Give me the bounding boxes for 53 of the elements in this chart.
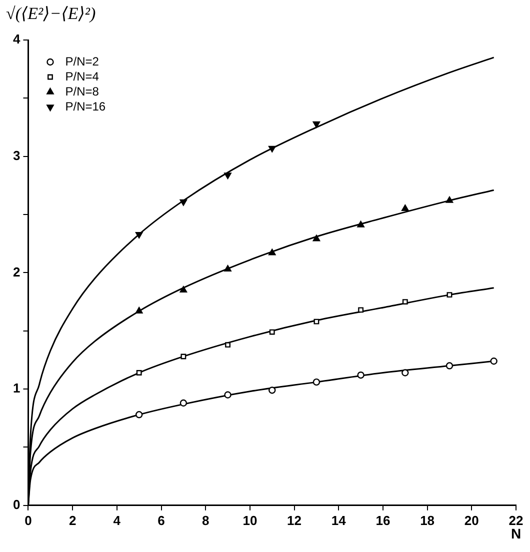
point xyxy=(269,329,275,335)
y-axis-title: √(⟨E²⟩−⟨E⟩²) xyxy=(6,4,96,23)
y-tick-label: 0 xyxy=(12,496,20,512)
y-tick-label: 3 xyxy=(12,148,20,163)
x-tick-label: 2 xyxy=(68,512,76,528)
point xyxy=(312,378,320,386)
point xyxy=(357,371,364,379)
y-tick-label: 4 xyxy=(12,32,21,47)
point xyxy=(268,146,276,152)
point xyxy=(180,399,188,407)
point xyxy=(268,386,276,394)
y-tick-label: 1 xyxy=(12,380,20,396)
point xyxy=(225,342,230,348)
x-tick-label: 12 xyxy=(287,512,302,528)
point xyxy=(224,391,232,398)
point xyxy=(446,362,454,370)
point xyxy=(402,299,408,305)
legend-label: P/N=16 xyxy=(65,99,106,114)
point xyxy=(490,358,498,365)
point xyxy=(312,234,320,242)
x-tick-label: 10 xyxy=(242,512,258,528)
x-tick-label: 0 xyxy=(24,512,32,528)
x-tick-label: 6 xyxy=(158,512,165,528)
point xyxy=(135,306,143,314)
point xyxy=(180,286,188,292)
point xyxy=(135,411,143,418)
legend-label: P/N=2 xyxy=(65,54,100,68)
legend-label: P/N=8 xyxy=(65,84,100,98)
y-tick-label: 2 xyxy=(12,264,20,280)
point xyxy=(357,220,364,228)
x-tick-label: 18 xyxy=(420,512,435,528)
point xyxy=(402,204,409,212)
x-tick-label: 20 xyxy=(464,512,479,528)
x-tick-label: 14 xyxy=(331,512,347,528)
point xyxy=(136,370,142,376)
point xyxy=(446,292,452,298)
x-tick-label: 22 xyxy=(508,512,524,528)
point xyxy=(312,121,320,128)
point xyxy=(446,196,454,203)
point xyxy=(224,265,232,272)
point xyxy=(224,172,232,180)
point xyxy=(358,307,364,313)
point xyxy=(268,248,276,256)
x-tick-label: 16 xyxy=(376,512,390,528)
point xyxy=(180,354,186,360)
x-axis-title: N xyxy=(510,525,522,542)
point xyxy=(402,369,409,376)
point xyxy=(135,232,143,238)
point xyxy=(180,199,188,206)
x-tick-label: 8 xyxy=(202,512,210,528)
point xyxy=(314,318,320,324)
x-tick-label: 4 xyxy=(113,512,122,528)
legend-label: P/N=4 xyxy=(65,69,100,84)
